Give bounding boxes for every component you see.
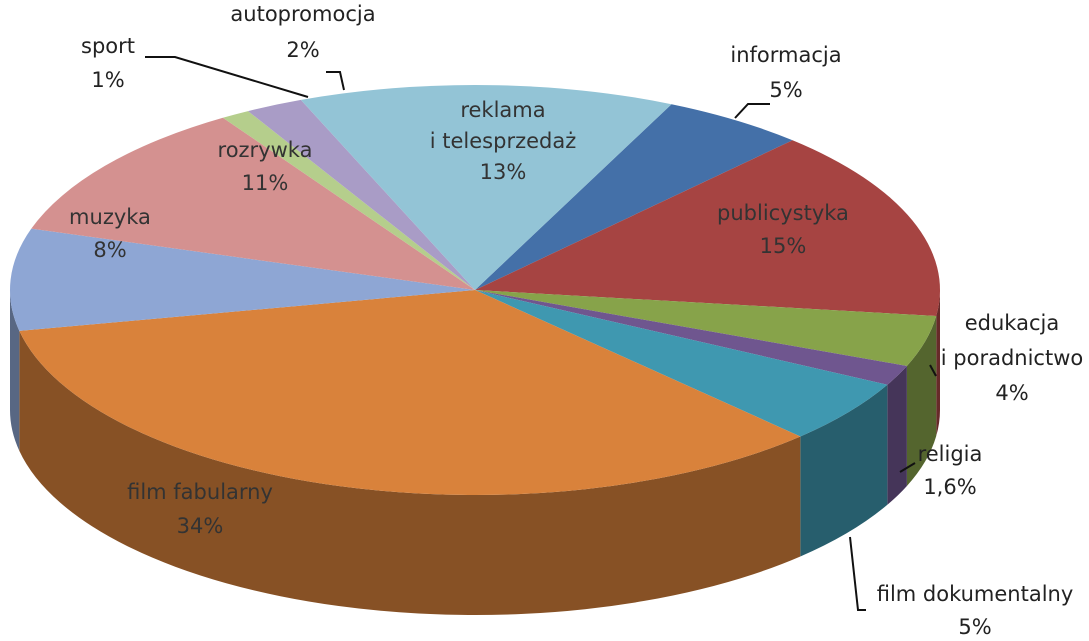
slice-label: film fabularny — [127, 480, 273, 504]
slice-label: rozrywka — [218, 138, 313, 162]
value-label: 1% — [91, 68, 124, 92]
slice — [300, 85, 672, 291]
slice-label: edukacja i poradnictwo — [941, 311, 1083, 370]
slice-label-line: informacja — [730, 43, 841, 67]
slice — [31, 117, 476, 290]
value-label: 11% — [242, 171, 289, 195]
slice-label-line: religia — [918, 442, 983, 466]
value-label: 15% — [760, 234, 807, 258]
slice — [475, 290, 937, 366]
value-label: 5% — [958, 615, 991, 639]
slice-side — [936, 290, 940, 437]
slice-side — [887, 365, 907, 505]
value-label: 8% — [93, 238, 126, 262]
slice-label: religia — [918, 442, 983, 466]
value-label: 1,6% — [923, 475, 976, 499]
slice — [248, 99, 475, 290]
value-label: 2% — [286, 38, 319, 62]
slice-label-line: autopromocja — [230, 2, 375, 26]
slice-label-line: edukacja — [965, 311, 1059, 335]
value-label: 34% — [177, 514, 224, 538]
slice — [475, 104, 793, 290]
slice-label-line: muzyka — [69, 205, 151, 229]
slice-side — [800, 384, 888, 557]
leader-line — [899, 462, 916, 473]
slice-side — [10, 290, 20, 451]
slice — [475, 140, 940, 317]
leader-line — [326, 71, 345, 91]
leader-line — [849, 536, 866, 611]
slice-label: reklama i telesprzedaż — [430, 98, 577, 153]
slice — [475, 290, 888, 437]
slice-label: publicystyka — [717, 201, 849, 225]
slice-side — [19, 330, 801, 616]
slice — [9, 228, 475, 331]
slice-label-line: i telesprzedaż — [430, 129, 577, 153]
slice-label: informacja — [730, 43, 841, 67]
slice-side — [906, 316, 937, 486]
slice-label: autopromocja — [230, 2, 375, 26]
slice — [19, 290, 801, 495]
leader-line — [929, 364, 937, 377]
leader-line — [734, 103, 770, 119]
slice — [222, 111, 475, 291]
slice-label-line: publicystyka — [717, 201, 849, 225]
slice-label-line: sport — [81, 34, 135, 58]
slice-label: sport — [81, 34, 135, 58]
value-label: 13% — [480, 160, 527, 184]
value-label: 5% — [769, 78, 802, 102]
slice-label-line: reklama — [460, 98, 545, 122]
slice-label: film dokumentalny — [877, 582, 1074, 606]
slice-label-line: rozrywka — [218, 138, 313, 162]
value-label: 4% — [995, 381, 1028, 405]
slice-label-line: i poradnictwo — [941, 346, 1083, 370]
slice-label: muzyka — [69, 205, 151, 229]
slice — [475, 290, 907, 385]
leader-line — [145, 56, 309, 98]
slice-label-line: film dokumentalny — [877, 582, 1074, 606]
slice-label-line: film fabularny — [127, 480, 273, 504]
